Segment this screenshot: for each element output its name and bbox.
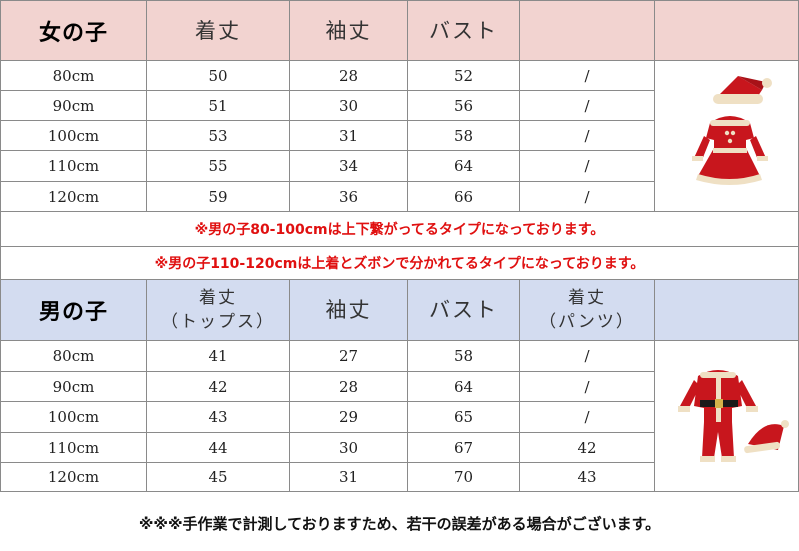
sleeve-cell: 27: [338, 347, 359, 365]
boys-header-pants-length-line1: 着丈: [568, 288, 606, 308]
size-cell: 90cm: [52, 96, 95, 115]
grid-line: [0, 401, 655, 402]
grid-line: [0, 279, 1, 492]
size-cell: 80cm: [52, 66, 95, 85]
santa-girl-dress-icon: [692, 76, 772, 185]
girls-header-image-col: [655, 1, 798, 60]
grid-line: [0, 0, 799, 1]
bust-cell: 56: [453, 96, 474, 115]
boys-title: 男の子: [1, 280, 146, 340]
size-cell: 110cm: [47, 157, 100, 175]
bust-cell: 58: [453, 126, 474, 145]
pants-cell: 42: [577, 438, 597, 457]
size-cell: 110cm: [47, 438, 100, 457]
sleeve-cell: 30: [338, 438, 359, 457]
grid-line: [146, 0, 147, 212]
grid-line: [519, 0, 520, 212]
grid-line: [0, 211, 799, 212]
sleeve-cell: 29: [338, 408, 359, 426]
bust-cell: 58: [453, 347, 474, 365]
girls-header-length: 着丈: [147, 1, 289, 60]
extra-cell: /: [584, 187, 590, 206]
grid-line: [407, 0, 408, 212]
boys-header-pants-length-line2: （パンツ）: [539, 312, 635, 332]
length-cell: 41: [208, 347, 228, 365]
grid-line: [654, 279, 655, 492]
extra-cell: /: [584, 126, 590, 145]
boys-header-pants-length: 着丈 （パンツ）: [520, 280, 654, 340]
extra-cell: /: [584, 66, 590, 85]
size-cell: 100cm: [47, 408, 100, 426]
boys-header-image-col: [655, 280, 798, 340]
grid-line: [0, 181, 655, 182]
girls-title: 女の子: [1, 1, 146, 60]
grid-line: [289, 0, 290, 212]
girls-header-bust: バスト: [408, 1, 519, 60]
grid-line: [146, 279, 147, 492]
grid-line: [0, 432, 655, 433]
grid-line: [0, 371, 655, 372]
length-cell: 59: [208, 187, 228, 206]
grid-line: [0, 491, 799, 492]
grid-line: [0, 120, 655, 121]
length-cell: 55: [208, 157, 228, 175]
santa-boy-suit-icon: [678, 370, 789, 462]
size-cell: 80cm: [52, 347, 95, 365]
boys-header-sleeve: 袖丈: [290, 280, 407, 340]
size-cell: 100cm: [47, 126, 100, 145]
bust-cell: 64: [453, 377, 474, 396]
boys-header-bust: バスト: [408, 280, 519, 340]
sleeve-cell: 31: [338, 468, 359, 486]
sleeve-cell: 36: [338, 187, 359, 206]
pants-cell: /: [584, 377, 590, 396]
grid-line: [407, 279, 408, 492]
note-boys-80-100: ※男の子80-100cmは上下繋がってるタイプになっております。: [194, 222, 605, 238]
grid-line: [0, 462, 655, 463]
length-cell: 50: [208, 66, 228, 85]
note-boys-110-120: ※男の子110-120cmは上着とズボンで分かれてるタイプになっております。: [154, 256, 645, 272]
grid-line: [0, 340, 799, 341]
girls-header-empty: [520, 1, 654, 60]
size-cell: 90cm: [52, 377, 95, 396]
length-cell: 53: [208, 126, 228, 145]
grid-line: [0, 90, 655, 91]
bust-cell: 65: [453, 408, 474, 426]
length-cell: 42: [208, 377, 228, 396]
boys-header-top-length-line2: （トップス）: [161, 312, 275, 332]
bust-cell: 52: [453, 66, 474, 85]
extra-cell: /: [584, 157, 590, 175]
bust-cell: 64: [453, 157, 474, 175]
grid-line: [0, 246, 799, 247]
length-cell: 51: [208, 96, 228, 115]
pants-cell: /: [584, 408, 590, 426]
boys-header-top-length-line1: 着丈: [199, 288, 237, 308]
grid-line: [0, 279, 799, 280]
bust-cell: 70: [453, 468, 474, 486]
sleeve-cell: 34: [338, 157, 359, 175]
sleeve-cell: 28: [338, 377, 359, 396]
grid-line: [0, 60, 799, 61]
grid-line: [654, 0, 655, 212]
grid-line: [0, 150, 655, 151]
sleeve-cell: 28: [338, 66, 359, 85]
sleeve-cell: 30: [338, 96, 359, 115]
sleeve-cell: 31: [338, 126, 359, 145]
length-cell: 44: [208, 438, 228, 457]
length-cell: 45: [208, 468, 228, 486]
grid-line: [0, 0, 1, 212]
boys-header-top-length: 着丈 （トップス）: [147, 280, 289, 340]
measurement-disclaimer: ※※※手作業で計測しておりますため、若干の誤差がある場合がございます。: [138, 514, 661, 533]
pants-cell: /: [584, 347, 590, 365]
bust-cell: 67: [453, 438, 474, 457]
grid-line: [519, 279, 520, 492]
bust-cell: 66: [453, 187, 474, 206]
length-cell: 43: [208, 408, 228, 426]
pants-cell: 43: [577, 468, 597, 486]
size-cell: 120cm: [47, 468, 100, 486]
size-cell: 120cm: [47, 187, 100, 206]
grid-line: [289, 279, 290, 492]
extra-cell: /: [584, 96, 590, 115]
girls-header-sleeve: 袖丈: [290, 1, 407, 60]
grid-line: [0, 211, 1, 280]
